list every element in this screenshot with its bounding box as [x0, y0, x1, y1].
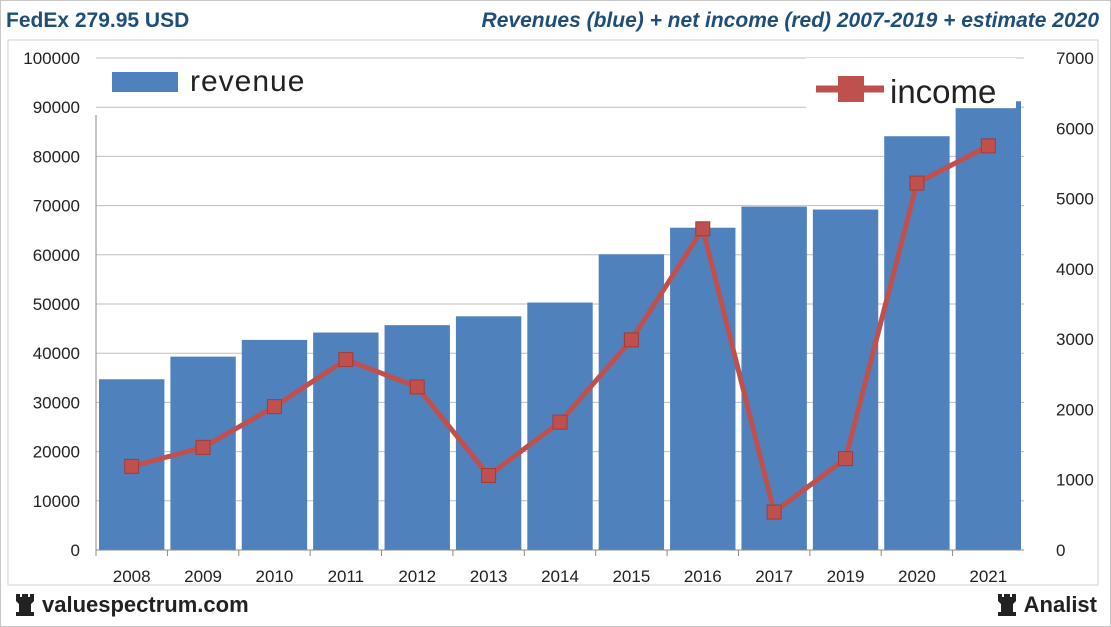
- x-axis-tick-label: 2020: [898, 567, 936, 586]
- revenue-bar: [741, 206, 807, 551]
- footer-brand-left[interactable]: valuespectrum.com: [14, 592, 249, 618]
- right-axis-tick-label: 5000: [1056, 190, 1094, 209]
- revenue-bar: [455, 316, 522, 550]
- chart-subtitle: Revenues (blue) + net income (red) 2007-…: [481, 9, 1099, 32]
- legend-income-swatch-marker: [838, 76, 864, 102]
- x-axis-tick-label: 2019: [827, 567, 865, 586]
- income-marker: [124, 458, 140, 474]
- x-axis-tick-label: 2014: [541, 567, 579, 586]
- left-axis-tick-label: 90000: [33, 98, 80, 117]
- legend-revenue-swatch: [112, 72, 178, 92]
- right-axis-tick-label: 1000: [1056, 471, 1094, 490]
- legend-income-label: income: [890, 73, 996, 110]
- revenue-bar: [241, 339, 308, 550]
- right-axis-tick-label: 6000: [1056, 119, 1094, 138]
- x-axis-tick-label: 2008: [113, 567, 151, 586]
- ticker-price-label: FedEx 279.95 USD: [6, 9, 190, 32]
- income-marker: [909, 175, 925, 191]
- rook-chess-piece-icon: [997, 594, 1016, 616]
- x-axis-tick-label: 2011: [328, 567, 365, 586]
- right-axis-tick-label: 2000: [1056, 400, 1094, 419]
- income-marker: [195, 439, 211, 455]
- x-axis-tick-label: 2012: [398, 567, 436, 586]
- revenue-bar: [884, 136, 950, 550]
- revenue-bar: [670, 227, 736, 551]
- income-marker: [766, 504, 782, 520]
- income-marker: [481, 467, 497, 483]
- left-axis-tick-label: 10000: [33, 492, 80, 511]
- plot-border: [7, 39, 1099, 586]
- footer-right-text: Analist: [1023, 592, 1097, 617]
- income-marker: [409, 379, 425, 395]
- left-axis-tick-label: 100000: [23, 49, 80, 68]
- income-marker: [980, 138, 996, 154]
- rook-chess-piece-icon: [16, 594, 34, 616]
- income-marker: [695, 221, 711, 237]
- income-marker: [623, 332, 639, 348]
- left-axis-tick-label: 30000: [33, 393, 80, 412]
- x-axis-tick-label: 2015: [612, 567, 650, 586]
- left-axis-tick-label: 40000: [33, 344, 80, 363]
- left-axis-tick-label: 70000: [33, 197, 80, 216]
- revenue-bar: [598, 254, 665, 551]
- left-axis-tick-label: 50000: [33, 295, 80, 314]
- x-axis-tick-label: 2016: [684, 567, 722, 586]
- x-axis-tick-label: 2013: [470, 567, 508, 586]
- left-axis-tick-label: 80000: [33, 147, 80, 166]
- footer-brand-right[interactable]: Analist: [996, 592, 1097, 618]
- revenue-bar-overflow: [1015, 101, 1021, 551]
- right-axis-tick-label: 3000: [1056, 330, 1094, 349]
- revenue-bar: [384, 325, 450, 550]
- right-axis-tick-label: 0: [1056, 541, 1065, 560]
- left-axis-tick-label: 20000: [33, 443, 80, 462]
- right-axis-tick-label: 4000: [1056, 260, 1094, 279]
- revenue-bar: [955, 108, 1021, 551]
- income-marker: [266, 399, 282, 415]
- legend-revenue-label: revenue: [190, 65, 305, 98]
- footer-left-text: valuespectrum.com: [42, 592, 249, 617]
- x-axis-tick-label: 2009: [184, 567, 222, 586]
- x-axis-tick-label: 2017: [755, 567, 793, 586]
- income-marker: [338, 352, 354, 368]
- x-axis-tick-label: 2010: [256, 567, 294, 586]
- income-marker: [552, 414, 568, 430]
- x-axis-tick-label: 2021: [969, 567, 1007, 586]
- right-axis-tick-label: 7000: [1056, 49, 1094, 68]
- income-marker: [838, 451, 854, 467]
- left-axis-tick-label: 0: [71, 541, 80, 560]
- left-axis-tick-label: 60000: [33, 246, 80, 265]
